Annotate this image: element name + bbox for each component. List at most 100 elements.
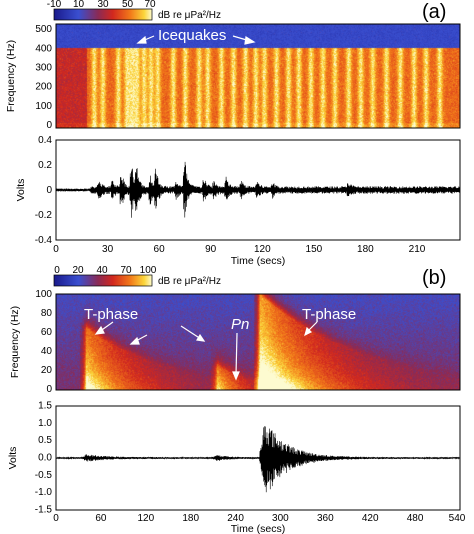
waveform-b-xtick: 120	[137, 513, 154, 524]
waveform-b-xtick: 240	[227, 513, 244, 524]
spectrogram-a-ytick: 500	[35, 24, 52, 35]
waveform-b-ytick: 0.5	[38, 435, 52, 446]
waveform-a-ytick: -0.2	[35, 210, 53, 221]
waveform-a: 0.4 0.2 0 -0.2 -0.4 Volts 0 30 60 90 120…	[15, 135, 461, 267]
waveform-b-xlabel: Time (secs)	[231, 523, 285, 534]
waveform-b-xtick: 60	[95, 513, 107, 524]
spectrogram-a: 0 100 200 300 400 500 Frequency (Hz) Ice…	[5, 23, 461, 131]
panel-a: (a) -10 10 30 50 70 dB re μPa²/Hz 0 100 …	[5, 0, 461, 267]
colorbar-b-gradient	[53, 274, 153, 287]
waveform-b-ytick: 0.0	[38, 453, 52, 464]
spectrogram-b-ytick: 100	[35, 289, 52, 300]
spectrogram-b-ylabel: Frequency (Hz)	[9, 306, 21, 378]
colorbar-b-tick: 0	[54, 265, 60, 276]
annotation-pn: Pn	[231, 316, 249, 333]
arrow-head	[136, 35, 147, 44]
waveform-b-xaxis: 0 60 120 180 240 300 360 420 480 540	[53, 513, 466, 524]
colorbar-b-label: dB re μPa²/Hz	[158, 276, 221, 287]
waveform-a-yaxis: 0.4 0.2 0 -0.2 -0.4	[35, 135, 53, 246]
waveform-a-xlabel: Time (secs)	[231, 255, 285, 267]
spectrogram-a-frame	[55, 23, 461, 129]
waveform-b-ylabel: Volts	[7, 447, 19, 470]
colorbar-a-tick: 50	[122, 0, 134, 10]
spectrogram-b-image	[56, 294, 460, 390]
arrow-head	[94, 325, 105, 335]
waveform-a-xtick: 210	[409, 244, 426, 255]
waveform-a-ytick: 0.4	[38, 135, 52, 146]
spectrogram-b-ytick: 80	[41, 308, 53, 319]
spectrogram-a-ytick: 400	[35, 43, 52, 54]
arrow-head	[244, 36, 256, 45]
waveform-a-xtick: 180	[357, 244, 374, 255]
waveform-a-xtick: 120	[254, 244, 271, 255]
waveform-b-ytick: -1.0	[35, 487, 53, 498]
waveform-b-yaxis: -1.5 -1.0 -0.5 0.0 0.5 1.0 1.5	[35, 401, 53, 516]
arrow-line	[180, 325, 202, 340]
waveform-a-xtick: 0	[53, 244, 59, 255]
panel-b-label: (b)	[422, 267, 446, 289]
waveform-b-trace	[55, 426, 461, 493]
waveform-a-trace	[55, 161, 461, 218]
colorbar-a: -10 10 30 50 70 dB re μPa²/Hz	[47, 0, 221, 21]
spectrogram-b-ytick: 20	[41, 365, 53, 376]
spectrogram-a-yaxis: 0 100 200 300 400 500	[35, 24, 52, 131]
waveform-b-ytick: 1.5	[38, 401, 52, 412]
spectrogram-b-frame	[55, 293, 461, 391]
annotation-t-phase-2: T-phase	[302, 306, 356, 323]
waveform-b-xtick: 480	[407, 513, 424, 524]
waveform-b-xtick: 540	[449, 513, 466, 524]
arrow-line	[235, 332, 238, 376]
colorbar-a-tick: -10	[47, 0, 62, 10]
waveform-a-xtick: 30	[102, 244, 114, 255]
colorbar-a-tick: 30	[97, 0, 109, 10]
waveform-b-ytick: 1.0	[38, 418, 52, 429]
waveform-a-ytick: 0	[46, 185, 52, 196]
colorbar-b-tick: 100	[140, 265, 157, 276]
waveform-a-xtick: 150	[306, 244, 323, 255]
waveform-b-xtick: 300	[272, 513, 289, 524]
waveform-b-ytick: -1.5	[35, 505, 53, 516]
colorbar-a-gradient	[53, 8, 153, 21]
spectrogram-b-ytick: 0	[46, 384, 52, 395]
colorbar-b-tick: 20	[72, 265, 84, 276]
waveform-a-ytick: 0.2	[38, 160, 52, 171]
annotation-arrows-b	[94, 321, 318, 381]
waveform-b-xtick: 420	[362, 513, 379, 524]
spectrogram-a-ytick: 100	[35, 101, 52, 112]
spectrogram-b-ytick: 40	[41, 346, 53, 357]
arrow-head	[304, 326, 313, 337]
spectrogram-a-ylabel: Frequency (Hz)	[5, 40, 17, 112]
colorbar-b: 0 20 40 70 100 dB re μPa²/Hz	[53, 265, 221, 287]
arrow-head	[129, 336, 140, 345]
annotation-t-phase-1: T-phase	[84, 306, 138, 323]
waveform-a-xtick: 60	[154, 244, 166, 255]
colorbar-a-label: dB re μPa²/Hz	[158, 10, 221, 21]
waveform-a-xaxis: 0 30 60 90 120 150 180 210	[53, 244, 426, 255]
waveform-b: -1.5 -1.0 -0.5 0.0 0.5 1.0 1.5 Volts 0 6…	[7, 401, 466, 534]
arrow-head	[232, 371, 240, 381]
spectrogram-a-ytick: 200	[35, 82, 52, 93]
annotation-icequakes: Icequakes	[158, 27, 226, 44]
waveform-b-xtick: 180	[182, 513, 199, 524]
waveform-b-xtick: 0	[53, 513, 59, 524]
panel-b: (b) 0 20 40 70 100 dB re μPa²/Hz 0 20 40…	[7, 265, 466, 534]
spectrogram-a-ytick: 0	[46, 120, 52, 131]
colorbar-a-tick: 70	[144, 0, 156, 10]
spectrogram-b: 0 20 40 60 80 100 Frequency (Hz) T-phase…	[9, 289, 461, 395]
spectrogram-b-yaxis: 0 20 40 60 80 100	[35, 289, 52, 395]
waveform-b-xtick: 360	[317, 513, 334, 524]
waveform-a-ylabel: Volts	[15, 179, 27, 202]
panel-a-label: (a)	[422, 1, 446, 23]
waveform-a-xtick: 90	[205, 244, 217, 255]
colorbar-b-tick: 70	[120, 265, 132, 276]
spectrogram-a-ytick: 300	[35, 63, 52, 74]
spectrogram-a-image	[56, 24, 460, 128]
annotation-arrows-a	[136, 35, 256, 45]
colorbar-b-tick: 40	[96, 265, 108, 276]
spectrogram-b-ytick: 60	[41, 327, 53, 338]
arrow-head	[196, 333, 206, 342]
waveform-b-ytick: -0.5	[35, 470, 53, 481]
waveform-a-ytick: -0.4	[35, 235, 53, 246]
colorbar-a-tick: 10	[73, 0, 85, 10]
